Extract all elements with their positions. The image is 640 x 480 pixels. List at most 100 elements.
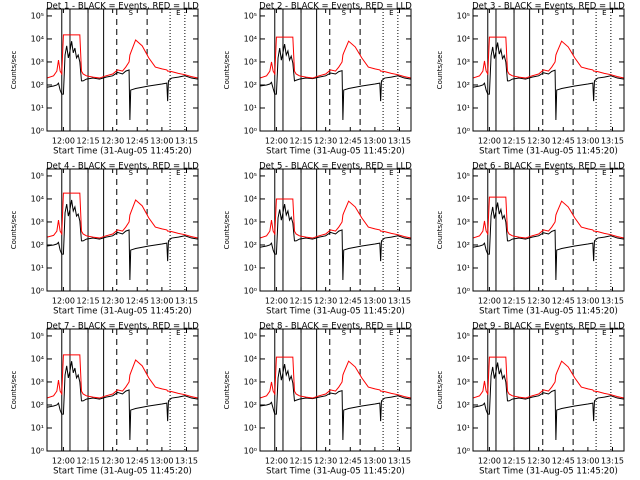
x-tick-label: 13:00 [150, 457, 173, 466]
x-tick-label: 13:15 [601, 137, 624, 146]
y-tick-label: 10³ [31, 217, 44, 226]
x-tick-label: 12:15 [503, 137, 526, 146]
x-tick-label: 12:15 [77, 297, 100, 306]
annotation: E [176, 169, 180, 177]
x-tick-label: 13:00 [576, 297, 599, 306]
y-tick-label: 10⁴ [31, 354, 44, 363]
y-tick-label: 10⁴ [457, 354, 470, 363]
x-tick-label: 13:15 [388, 457, 411, 466]
y-tick-label: 10¹ [31, 423, 44, 432]
x-tick-label: 13:15 [601, 297, 624, 306]
x-tick-label: 12:00 [478, 457, 501, 466]
y-tick-label: 10² [31, 80, 44, 89]
panel: 12:00 12:15 12:30 12:45 13:00 13:15 10⁰ 10¹ 10² 1… [436, 162, 625, 317]
x-tick-label: 13:15 [175, 137, 198, 146]
series-line [47, 199, 198, 281]
y-tick-label: 10⁴ [31, 34, 44, 43]
y-tick-label: 10¹ [457, 263, 470, 272]
x-tick-label: 12:15 [77, 137, 100, 146]
x-tick-label: 13:00 [150, 297, 173, 306]
series-line [260, 356, 411, 399]
plot-frame [259, 328, 412, 452]
y-tick-label: 10⁴ [457, 194, 470, 203]
series-line [47, 41, 198, 121]
y-tick-label: 10⁵ [244, 331, 257, 340]
x-tick-label: 12:00 [265, 457, 288, 466]
x-tick-label: 13:15 [388, 297, 411, 306]
annotation: E [602, 9, 606, 17]
plot-area [473, 329, 624, 451]
series-line [473, 202, 624, 281]
x-tick-label: 12:15 [290, 297, 313, 306]
y-axis-label: Counts/sec [436, 51, 444, 90]
y-tick-label: 10² [244, 80, 257, 89]
x-tick-label: 12:45 [339, 457, 362, 466]
x-tick-label: 12:30 [527, 297, 550, 306]
panel: 12:00 12:15 12:30 12:45 13:00 13:15 10⁰ 10¹ 10² 1… [223, 162, 412, 317]
x-axis-label: Start Time (31-Aug-05 11:45:20) [479, 307, 618, 317]
y-tick-label: 10² [457, 400, 470, 409]
y-tick-label: 10¹ [31, 103, 44, 112]
y-tick-label: 10³ [457, 57, 470, 66]
annotation: E [389, 329, 393, 337]
panel: 12:00 12:15 12:30 12:45 13:00 13:15 10⁰ 10¹ 10² 1… [436, 322, 625, 477]
x-tick-label: 12:45 [552, 137, 575, 146]
x-tick-label: 12:30 [314, 297, 337, 306]
y-tick-label: 10¹ [457, 103, 470, 112]
y-tick-label: 10⁰ [31, 287, 44, 296]
series-line [260, 43, 411, 121]
annotation: S [128, 169, 133, 177]
series-line [473, 356, 624, 399]
annotation: E [389, 9, 393, 17]
y-tick-label: 10⁵ [244, 171, 257, 180]
y-axis-label: Counts/sec [10, 371, 18, 410]
plot-area [47, 329, 198, 451]
y-tick-label: 10⁵ [244, 11, 257, 20]
panel: 12:00 12:15 12:30 12:45 13:00 13:15 10⁰ 10¹ 10² 1… [223, 2, 412, 157]
plot-area [473, 169, 624, 291]
y-tick-label: 10² [244, 400, 257, 409]
y-tick-label: 10⁰ [244, 127, 257, 136]
y-tick-label: 10² [457, 240, 470, 249]
x-tick-label: 12:45 [339, 137, 362, 146]
x-tick-label: 12:45 [339, 297, 362, 306]
x-tick-label: 12:30 [101, 457, 124, 466]
x-tick-label: 12:45 [552, 457, 575, 466]
y-axis-label: Counts/sec [436, 211, 444, 250]
annotation: E [602, 169, 606, 177]
y-axis-label: Counts/sec [223, 371, 231, 410]
y-tick-label: 10⁴ [244, 34, 257, 43]
y-tick-label: 10³ [244, 377, 257, 386]
x-axis-label: Start Time (31-Aug-05 11:45:20) [266, 147, 405, 157]
x-tick-label: 13:00 [576, 457, 599, 466]
y-tick-label: 10² [31, 240, 44, 249]
chart-title: Det 4 - BLACK = Events, RED = LLD [46, 162, 199, 172]
y-tick-label: 10² [31, 400, 44, 409]
chart-title: Det 6 - BLACK = Events, RED = LLD [472, 162, 625, 172]
series-line [47, 192, 198, 239]
x-tick-label: 12:30 [314, 457, 337, 466]
annotation: S [554, 329, 559, 337]
y-axis-label: Counts/sec [223, 211, 231, 250]
series-line [473, 196, 624, 239]
x-tick-label: 12:00 [265, 297, 288, 306]
x-tick-label: 12:30 [527, 137, 550, 146]
y-tick-label: 10⁵ [31, 11, 44, 20]
x-tick-label: 12:00 [52, 457, 75, 466]
plot-area [260, 9, 411, 131]
y-tick-label: 10⁰ [244, 447, 257, 456]
y-tick-label: 10³ [31, 57, 44, 66]
y-tick-label: 10⁵ [457, 331, 470, 340]
x-tick-label: 12:00 [478, 137, 501, 146]
series-line [47, 361, 198, 441]
series-line [260, 203, 411, 281]
x-tick-label: 12:45 [552, 297, 575, 306]
chart-title: Det 8 - BLACK = Events, RED = LLD [259, 322, 412, 332]
y-tick-label: 10³ [244, 57, 257, 66]
annotation: E [176, 9, 180, 17]
panel: 12:00 12:15 12:30 12:45 13:00 13:15 10⁰ 10¹ 10² 1… [436, 2, 625, 157]
annotation: S [341, 169, 346, 177]
x-tick-label: 12:00 [52, 137, 75, 146]
y-tick-label: 10⁴ [457, 34, 470, 43]
